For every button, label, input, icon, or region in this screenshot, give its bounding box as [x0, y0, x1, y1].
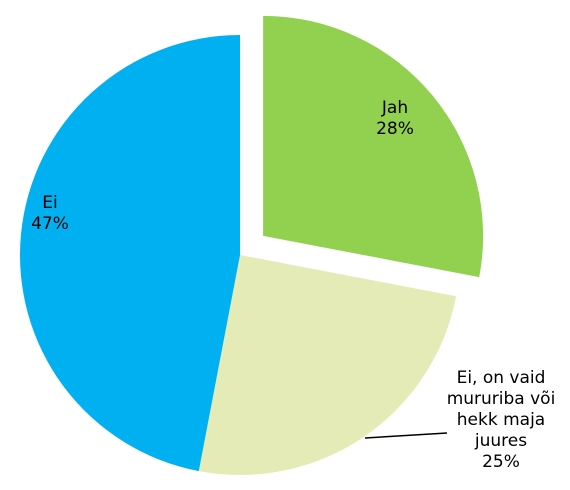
value-label: 28%: [376, 119, 414, 139]
category-label: Jah: [381, 98, 409, 118]
pie-slice: [20, 35, 240, 472]
category-label: Ei: [42, 193, 58, 213]
slice-label: Jah 28%: [345, 98, 445, 140]
value-label: 25%: [482, 452, 520, 472]
pie-slice: [263, 15, 484, 278]
slice-label: Ei 47%: [5, 193, 95, 235]
value-label: 47%: [31, 214, 69, 234]
slice-label: Ei, on vaid mururiba või hekk maja juure…: [440, 368, 562, 473]
pie-slice: [198, 255, 457, 475]
leader-line: [364, 432, 448, 439]
category-label: Ei, on vaid mururiba või hekk maja juure…: [446, 368, 556, 451]
